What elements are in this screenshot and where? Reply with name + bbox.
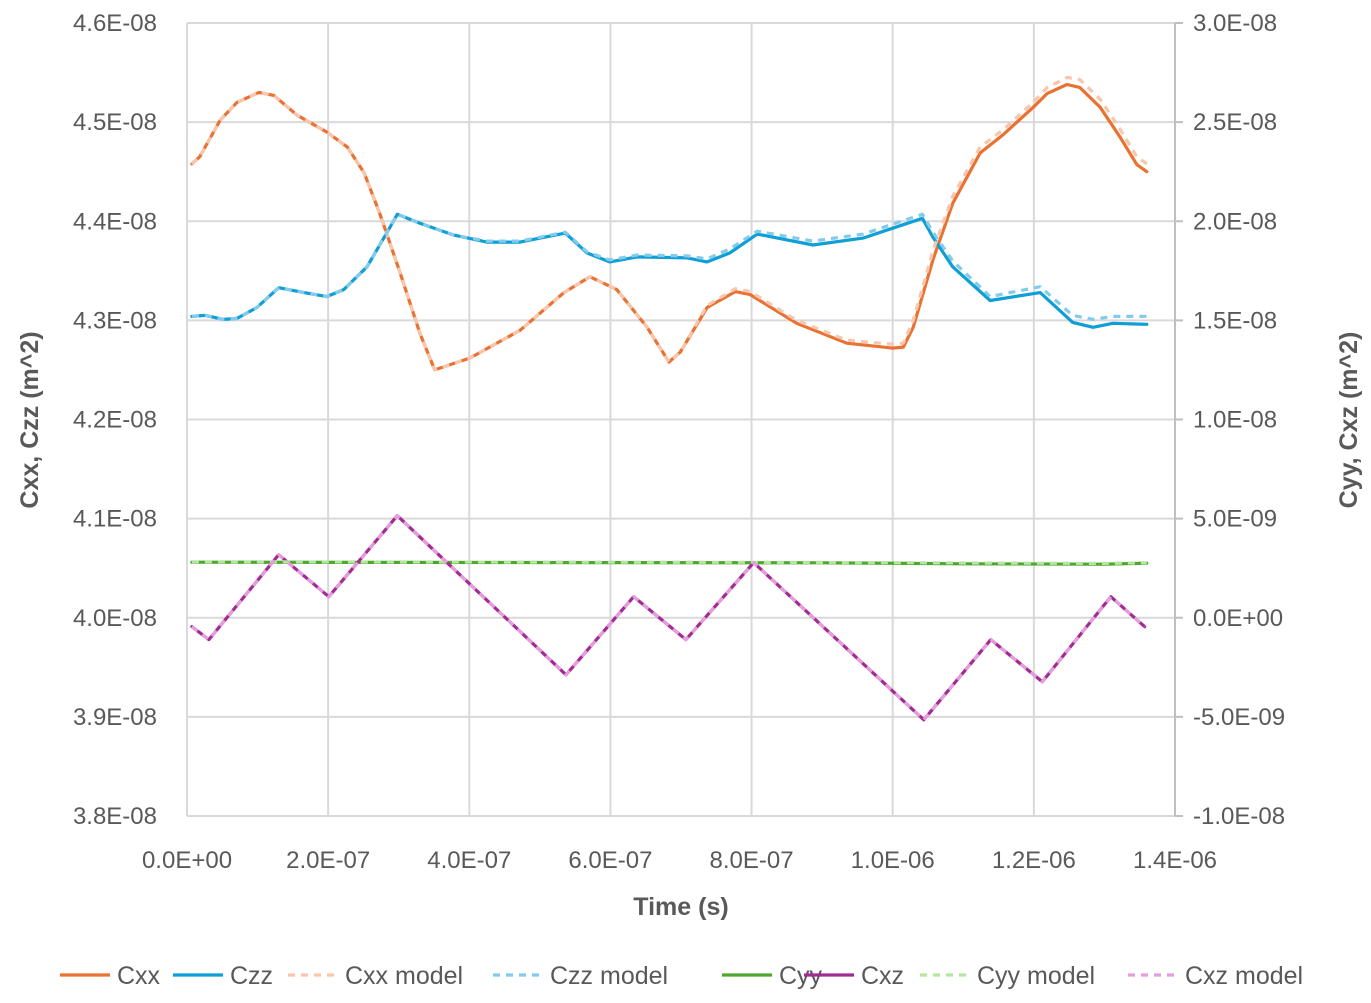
legend-item-cxx-model: Cxx model <box>288 962 463 990</box>
series-line-cyy-model <box>191 560 1147 566</box>
x-tick-label: 0.0E+00 <box>142 847 232 874</box>
series-group <box>190 75 1149 722</box>
x-tick-label: 1.0E-06 <box>851 847 935 874</box>
y-left-tick-label: 4.1E-08 <box>73 506 157 533</box>
y-right-tick-label: 1.5E-08 <box>1193 307 1277 334</box>
series-line-cxx <box>190 82 1149 372</box>
x-tick-label: 1.2E-06 <box>992 847 1076 874</box>
series-line-czz-model <box>191 212 1147 321</box>
legend-item-cxz-model: Cxz model <box>1128 962 1303 990</box>
legend-item-cyy-model: Cyy model <box>920 962 1095 990</box>
y-right-tick-label: 3.0E-08 <box>1193 10 1277 37</box>
y-left-tick-label: 4.4E-08 <box>73 208 157 235</box>
y-right-tick-label: 1.0E-08 <box>1193 407 1277 434</box>
y-right-axis-title: Cyy, Cxz (m^2) <box>1335 332 1363 509</box>
y-right-tick-label: -1.0E-08 <box>1193 803 1285 830</box>
legend-item-czz: Czz <box>173 962 273 990</box>
y-left-axis-title: Cxx, Czz (m^2) <box>16 331 44 508</box>
legend: Cxx Czz Cxx model Czz model Cyy Cxz Cyy model C… <box>60 962 1303 990</box>
y-right-tick-label: 2.5E-08 <box>1193 109 1277 136</box>
legend-label: Cyy model <box>977 962 1095 990</box>
gridlines <box>186 22 1183 817</box>
legend-label: Cxz <box>861 962 904 990</box>
legend-item-cxz: Cxz <box>804 962 904 990</box>
x-tick-label: 2.0E-07 <box>286 847 370 874</box>
legend-label: Cxx model <box>345 962 463 990</box>
tick-labels: 0.0E+00 2.0E-07 4.0E-07 6.0E-07 8.0E-07 1.0E-… <box>73 10 1285 874</box>
y-left-tick-label: 4.3E-08 <box>73 307 157 334</box>
legend-label: Czz <box>230 962 273 990</box>
y-left-tick-label: 3.9E-08 <box>73 704 157 731</box>
y-left-tick-label: 4.2E-08 <box>73 407 157 434</box>
legend-label: Czz model <box>550 962 668 990</box>
x-tick-label: 4.0E-07 <box>427 847 511 874</box>
series-line-cxx-model <box>190 75 1148 372</box>
legend-label: Cxz model <box>1185 962 1303 990</box>
legend-item-czz-model: Czz model <box>493 962 668 990</box>
x-tick-label: 1.4E-06 <box>1133 847 1217 874</box>
series-line-czz <box>190 212 1149 329</box>
y-right-tick-label: 0.0E+00 <box>1193 605 1283 632</box>
y-left-tick-label: 4.0E-08 <box>73 605 157 632</box>
y-right-tick-label: 2.0E-08 <box>1193 208 1277 235</box>
series-line-cxz-model <box>190 514 1146 722</box>
y-left-tick-label: 3.8E-08 <box>73 803 157 830</box>
y-right-tick-label: 5.0E-09 <box>1193 506 1277 533</box>
legend-label: Cxx <box>117 962 161 990</box>
x-axis-title: Time (s) <box>633 893 728 921</box>
legend-item-cxx: Cxx <box>60 962 161 990</box>
y-right-tick-label: -5.0E-09 <box>1193 704 1285 731</box>
y-left-tick-label: 4.6E-08 <box>73 10 157 37</box>
x-tick-label: 6.0E-07 <box>568 847 652 874</box>
y-left-tick-label: 4.5E-08 <box>73 109 157 136</box>
x-tick-label: 8.0E-07 <box>710 847 794 874</box>
